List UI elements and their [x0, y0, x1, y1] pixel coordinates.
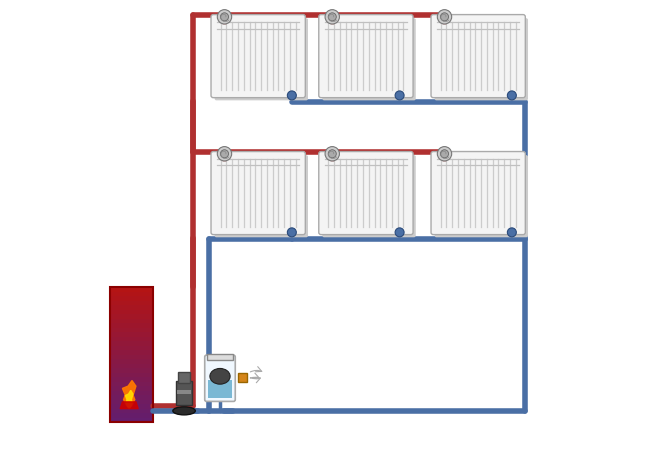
Bar: [110, 287, 152, 422]
FancyBboxPatch shape: [211, 14, 306, 98]
FancyBboxPatch shape: [322, 18, 416, 101]
Circle shape: [440, 13, 449, 21]
FancyBboxPatch shape: [431, 152, 525, 235]
Circle shape: [395, 228, 404, 237]
Bar: [110, 323, 152, 328]
Circle shape: [287, 91, 296, 100]
Bar: [110, 341, 152, 346]
FancyBboxPatch shape: [435, 18, 528, 101]
FancyBboxPatch shape: [435, 155, 528, 238]
Circle shape: [438, 146, 451, 161]
Bar: [110, 404, 152, 409]
Circle shape: [325, 9, 339, 24]
Bar: [110, 310, 152, 314]
Bar: [110, 301, 152, 305]
Bar: [110, 382, 152, 386]
FancyBboxPatch shape: [319, 152, 413, 235]
Circle shape: [508, 228, 516, 237]
Bar: [110, 287, 152, 292]
FancyBboxPatch shape: [205, 355, 235, 401]
Polygon shape: [120, 402, 138, 409]
Polygon shape: [123, 381, 136, 409]
Circle shape: [508, 91, 516, 100]
Bar: [110, 319, 152, 323]
Bar: [110, 373, 152, 377]
Circle shape: [438, 9, 451, 24]
Bar: [238, 373, 247, 382]
Ellipse shape: [173, 407, 195, 415]
FancyBboxPatch shape: [211, 152, 306, 235]
Circle shape: [220, 13, 228, 21]
Circle shape: [440, 150, 449, 158]
Bar: [110, 296, 152, 301]
Bar: [178, 372, 190, 383]
Bar: [110, 377, 152, 382]
Bar: [110, 368, 152, 373]
Bar: [176, 381, 192, 405]
FancyBboxPatch shape: [214, 18, 308, 101]
Bar: [110, 418, 152, 422]
Circle shape: [217, 146, 232, 161]
Bar: [110, 391, 152, 395]
Bar: [110, 359, 152, 364]
Ellipse shape: [210, 369, 230, 384]
Bar: [110, 386, 152, 391]
Bar: [110, 292, 152, 296]
Circle shape: [395, 91, 404, 100]
Circle shape: [220, 150, 228, 158]
Circle shape: [325, 146, 339, 161]
FancyBboxPatch shape: [319, 14, 413, 98]
Bar: [110, 328, 152, 332]
Bar: [110, 409, 152, 413]
Bar: [110, 395, 152, 400]
Bar: [177, 390, 191, 394]
Bar: [207, 354, 234, 360]
Circle shape: [328, 13, 337, 21]
Bar: [110, 355, 152, 359]
Bar: [110, 364, 152, 368]
Bar: [110, 332, 152, 337]
Bar: [110, 400, 152, 404]
Bar: [110, 305, 152, 310]
Polygon shape: [125, 390, 133, 409]
Circle shape: [287, 228, 296, 237]
FancyBboxPatch shape: [214, 155, 308, 238]
Bar: [110, 413, 152, 418]
Bar: [209, 380, 232, 398]
Bar: [110, 350, 152, 355]
Bar: [110, 346, 152, 350]
FancyBboxPatch shape: [431, 14, 525, 98]
Circle shape: [217, 9, 232, 24]
Bar: [110, 337, 152, 341]
FancyBboxPatch shape: [322, 155, 416, 238]
Bar: [110, 314, 152, 319]
Circle shape: [328, 150, 337, 158]
